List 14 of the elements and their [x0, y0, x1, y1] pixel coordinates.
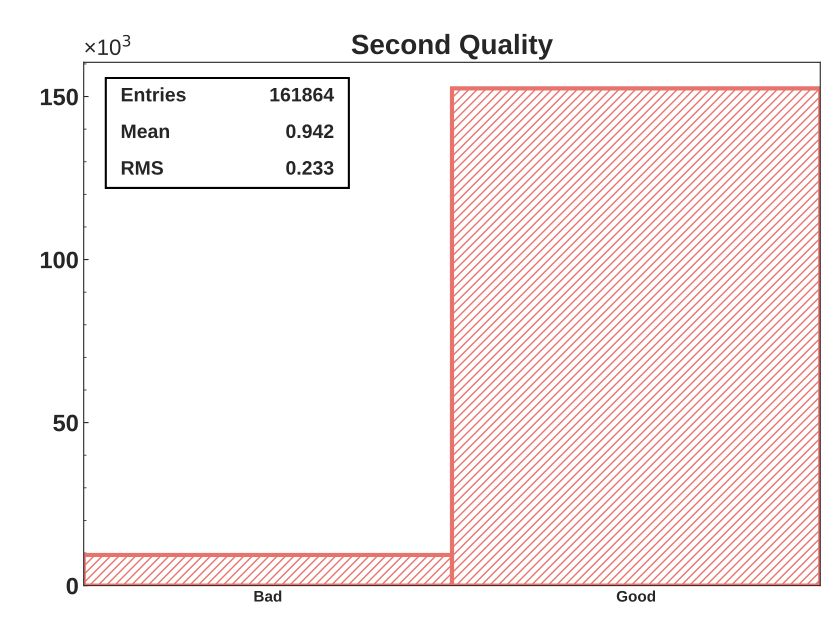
annotation: 0.233 [286, 161, 334, 175]
text: ×10$^{3}$ [85, 34, 130, 56]
annotation: Mean [122, 124, 170, 138]
x-tick-label: Bad [254, 590, 282, 602]
annotation: Entries [122, 87, 186, 102]
y-tick-label: 0 [66, 578, 78, 594]
y-tick-label: 50 [53, 414, 78, 432]
y-tick-label: 150 [40, 88, 78, 106]
annotation: 161864 [270, 88, 334, 102]
annotation: RMS [122, 161, 163, 175]
chart-title: Second Quality [352, 34, 553, 60]
annotation: 0.942 [286, 124, 334, 138]
y-tick-label: 100 [40, 252, 78, 268]
x-tick-label: Good [616, 590, 656, 602]
